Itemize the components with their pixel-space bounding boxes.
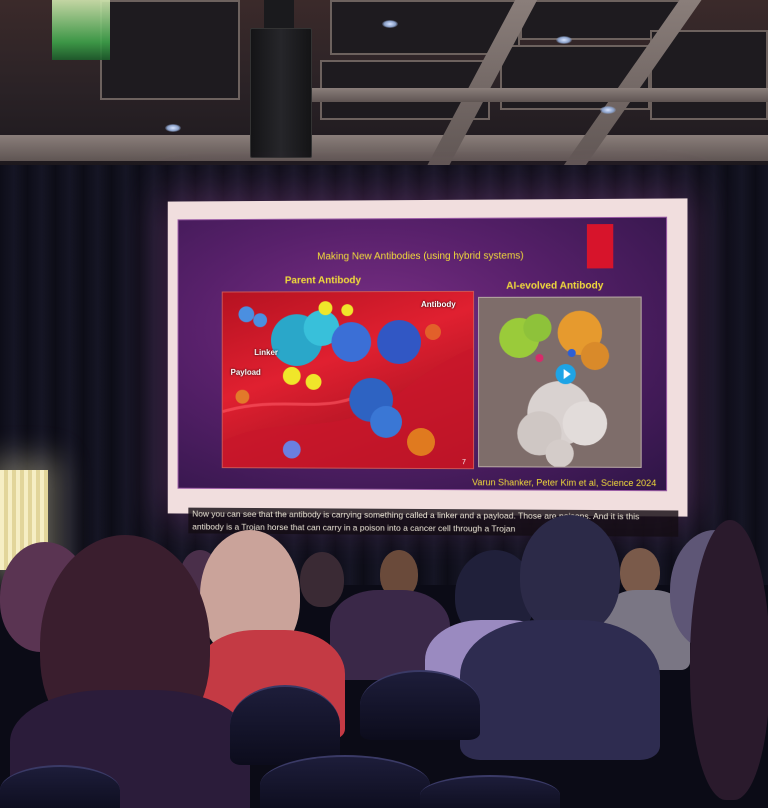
audience-chair [360, 670, 480, 740]
downlight [600, 106, 616, 114]
downlight [165, 124, 181, 132]
ceiling-panel [100, 0, 240, 100]
speaker-mount [264, 0, 294, 30]
linker-annotation: Linker [254, 348, 278, 357]
audience-head [690, 520, 768, 800]
ai-evolved-antibody-image [478, 296, 642, 467]
audience-body [460, 620, 660, 760]
ceiling-beam [0, 135, 768, 161]
payload-annotation: Payload [231, 368, 261, 377]
projection-screen: Making New Antibodies (using hybrid syst… [168, 198, 688, 516]
audience-chair [260, 755, 430, 808]
slide-page-number: 7 [462, 459, 466, 466]
antibody-annotation: Antibody [421, 300, 456, 309]
presentation-slide: Making New Antibodies (using hybrid syst… [178, 217, 668, 492]
audience-head [300, 552, 344, 607]
slide-accent-box [587, 224, 613, 268]
ceiling-beam [310, 88, 768, 102]
ai-evolved-antibody-label: AI-evolved Antibody [506, 280, 603, 291]
parent-antibody-label: Parent Antibody [285, 275, 361, 286]
slide-citation: Varun Shanker, Peter Kim et al, Science … [472, 477, 656, 488]
audience-head [520, 515, 620, 635]
green-light-panel [52, 0, 110, 60]
downlight [556, 36, 572, 44]
downlight [382, 20, 398, 28]
slide-title: Making New Antibodies (using hybrid syst… [179, 250, 667, 263]
hanging-speaker [250, 28, 312, 158]
audience-head [620, 548, 660, 596]
play-icon[interactable] [556, 364, 576, 384]
audience [0, 520, 768, 808]
audience-chair [0, 765, 120, 808]
audience-chair [420, 775, 560, 808]
audience-chair [230, 685, 340, 765]
parent-antibody-image: Antibody Linker Payload [222, 291, 474, 469]
parent-antibody-illustration [223, 292, 474, 469]
